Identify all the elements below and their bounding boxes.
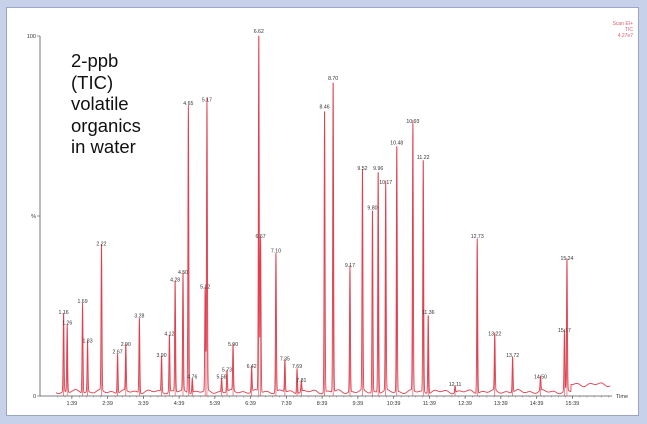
- chart-panel: [6, 7, 639, 416]
- x-tick-label: 8:39: [317, 401, 328, 407]
- peak-label: 3.28: [134, 313, 144, 319]
- x-tick-label: 3:39: [138, 401, 149, 407]
- peak-label: 9.96: [373, 166, 383, 172]
- peak-label: 3.90: [156, 353, 166, 359]
- peak-label: 5.17: [202, 97, 212, 103]
- caption-line: in water: [71, 136, 136, 157]
- x-tick-label: 2:39: [102, 401, 113, 407]
- x-tick-label: 12:39: [458, 401, 472, 407]
- x-tick-label: 9:39: [352, 401, 363, 407]
- x-tick-label: 1:39: [66, 401, 77, 407]
- caption-line: (TIC): [71, 71, 114, 93]
- peak-label: 10.17: [379, 180, 392, 186]
- x-tick-label: 11:39: [423, 401, 436, 407]
- peak-label: 10.48: [390, 141, 403, 147]
- peak-label: 4.12: [164, 331, 174, 337]
- peak-label: 2.90: [121, 342, 131, 348]
- x-tick-label: 10:39: [387, 401, 401, 407]
- peak-label: 7.69: [292, 364, 302, 370]
- trace-type-text: TIC: [624, 27, 633, 33]
- peak-label: 13.22: [488, 331, 501, 337]
- peak-label: 9.17: [345, 263, 355, 269]
- peak-label: 12.73: [471, 234, 484, 240]
- peak-label: 9.52: [357, 166, 367, 172]
- peak-label: 7.81: [296, 378, 306, 384]
- x-tick-label: 4:39: [174, 401, 185, 407]
- peak-label: 1.69: [77, 299, 87, 305]
- peak-label: 7.10: [271, 249, 281, 255]
- peak-label: 4.65: [183, 101, 193, 107]
- peak-label: 5.12: [200, 285, 210, 291]
- peak-label: 6.62: [254, 29, 264, 35]
- peak-label: 9.80: [367, 205, 377, 211]
- x-tick-label: 7:39: [281, 401, 292, 407]
- peak-label: 15.24: [560, 256, 573, 262]
- caption-line: 2-ppb: [71, 50, 119, 71]
- peak-label: 11.36: [422, 310, 435, 316]
- x-tick-label: 15:39: [565, 401, 579, 407]
- peak-label: 4.76: [187, 375, 197, 381]
- peak-label: 1.16: [59, 310, 69, 316]
- peak-label: 7.35: [280, 357, 290, 363]
- peak-label: 4.28: [170, 277, 180, 283]
- caption-line: organics: [71, 114, 141, 136]
- caption-line: volatile: [71, 93, 129, 114]
- peak-label: 8.46: [320, 105, 330, 111]
- x-tick-label: 6:39: [245, 401, 256, 407]
- x-tick-label: 14:39: [530, 401, 544, 407]
- peak-label: 2.67: [113, 349, 123, 355]
- peak-label: 5.90: [228, 342, 238, 348]
- peak-label: 14.50: [534, 375, 547, 381]
- peak-label: 6.67: [256, 234, 266, 240]
- peak-label: 5.73: [222, 367, 232, 373]
- peak-label: 8.70: [328, 76, 338, 82]
- peak-label: 15.17: [558, 328, 571, 334]
- x-tick-label: 5:39: [209, 401, 220, 407]
- x-tick-label: 13:39: [494, 401, 508, 407]
- chart-caption: 2-ppb (TIC) volatile organics in water: [71, 50, 141, 158]
- peak-label: 1.26: [62, 321, 72, 327]
- peak-label: 4.50: [178, 270, 188, 276]
- peak-label: 10.93: [406, 119, 419, 125]
- y-tick-label: 0: [33, 394, 36, 400]
- y-tick-label: %: [31, 214, 36, 220]
- scan-mode-text: Scan EI+: [612, 21, 633, 27]
- intensity-scale-text: 4.27e7: [617, 33, 633, 39]
- peak-label: 5.58: [217, 375, 227, 381]
- peak-label: 13.72: [506, 353, 519, 359]
- peak-label: 12.11: [449, 382, 462, 388]
- peak-label: 6.42: [247, 364, 257, 370]
- peak-label: 1.83: [82, 339, 92, 345]
- acquisition-label: Scan EI+ TIC 4.27e7: [613, 21, 633, 39]
- peak-label: 2.22: [96, 241, 106, 247]
- peak-label: 11.22: [417, 155, 430, 161]
- y-tick-label: 100: [27, 34, 36, 40]
- x-axis-title: Time: [616, 394, 628, 400]
